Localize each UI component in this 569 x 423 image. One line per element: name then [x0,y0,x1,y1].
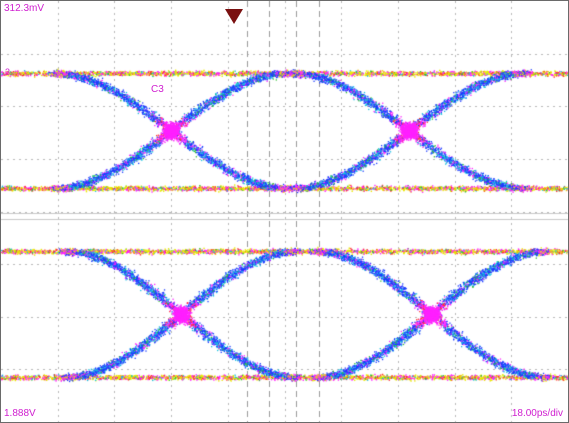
channel-marker[interactable]: 3 [5,67,11,77]
top-scale-label: 312.3mV [4,3,45,14]
bottom-scale-label: 1.888V [4,408,36,419]
timebase-label: 18.00ps/div [511,408,563,419]
trigger-arrow-down-icon[interactable] [225,9,243,24]
channel-tag: C3 [151,84,164,95]
